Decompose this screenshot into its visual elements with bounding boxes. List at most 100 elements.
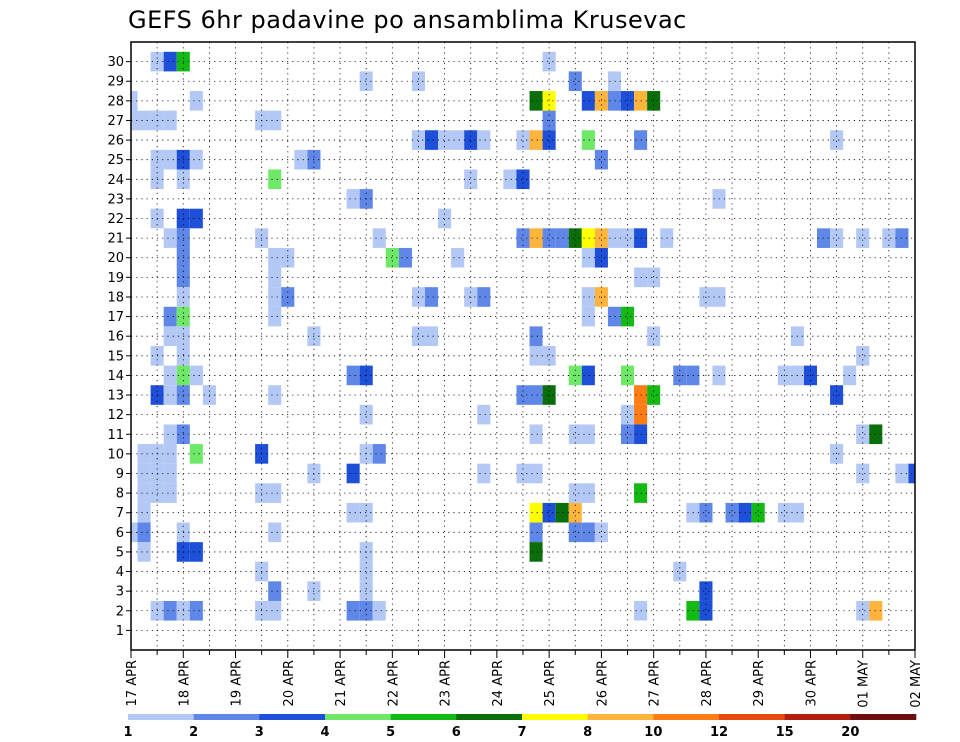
heatmap-cell	[137, 542, 151, 562]
heatmap-cell	[516, 385, 530, 405]
heatmap-cell	[163, 228, 177, 248]
heatmap-cell	[529, 91, 543, 111]
heatmap-cell	[137, 502, 151, 523]
heatmap-cell	[581, 91, 595, 111]
heatmap-cell	[856, 463, 870, 484]
heatmap-cell	[477, 463, 491, 484]
y-tick-label: 2	[116, 604, 124, 619]
heatmap-cell	[581, 522, 595, 543]
colorbar-label: 4	[320, 725, 329, 740]
heatmap-cell	[346, 600, 360, 621]
y-tick-label: 5	[116, 545, 124, 560]
heatmap-cell	[725, 502, 739, 523]
heatmap-cell	[189, 444, 203, 464]
heatmap-cell	[268, 306, 282, 327]
heatmap-cell	[555, 502, 569, 523]
x-tick-label: 28 APR	[700, 660, 715, 706]
y-tick-label: 12	[107, 408, 124, 423]
x-tick-label: 25 APR	[543, 660, 558, 706]
y-tick-label: 24	[107, 173, 124, 188]
heatmap-cell	[869, 600, 883, 621]
x-tick-label: 17 APR	[125, 660, 140, 706]
colorbar-swatch	[719, 714, 785, 720]
colorbar-label: 8	[583, 725, 592, 740]
x-tick-label: 29 APR	[752, 660, 767, 706]
heatmap-cell	[189, 149, 203, 170]
heatmap-cell	[163, 51, 177, 72]
heatmap-cell	[516, 169, 530, 190]
y-tick-label: 27	[107, 114, 124, 129]
y-tick-label: 7	[116, 506, 124, 521]
heatmap-cell	[137, 522, 151, 543]
heatmap-cell	[189, 600, 203, 621]
y-tick-label: 20	[107, 251, 124, 266]
heatmap-cell	[268, 600, 282, 621]
heatmap-cell	[163, 306, 177, 327]
heatmap-cell	[189, 365, 203, 386]
heatmap-cell	[699, 502, 713, 523]
heatmap-cell	[594, 247, 608, 268]
heatmap-cell	[268, 169, 282, 190]
heatmap-cell	[529, 346, 543, 366]
heatmap-cell	[542, 91, 556, 111]
heatmap-cell	[131, 110, 138, 131]
x-tick-label: 23 APR	[439, 660, 454, 706]
heatmap-cell	[895, 463, 909, 484]
heatmap-cell	[581, 365, 595, 386]
heatmap-cell	[346, 502, 360, 523]
grid-layer	[131, 42, 915, 650]
heatmap-cell	[607, 91, 621, 111]
x-tick-label: 20 APR	[282, 660, 297, 706]
heatmap-cell	[438, 130, 452, 150]
y-tick-label: 22	[107, 212, 124, 227]
heatmap-cell	[411, 326, 425, 346]
heatmap-cell	[163, 463, 177, 484]
chart-title: GEFS 6hr padavine po ansamblima Krusevac	[128, 6, 687, 34]
heatmap-cell	[856, 346, 870, 366]
y-tick-label: 26	[107, 134, 124, 149]
heatmap-cell	[411, 71, 425, 92]
heatmap-cell	[529, 130, 543, 150]
heatmap-cell	[529, 463, 543, 484]
heatmap-cell	[451, 247, 465, 268]
heatmap-cell	[359, 581, 373, 601]
x-tick-label: 18 APR	[177, 660, 192, 706]
cells-layer	[131, 51, 915, 621]
colorbar-label: 7	[517, 725, 526, 740]
y-tick-label: 13	[107, 389, 124, 404]
heatmap-cell	[477, 130, 491, 150]
colorbar-swatch	[587, 714, 654, 720]
heatmap-cell	[359, 502, 373, 523]
heatmap-cell	[163, 424, 177, 445]
heatmap-cell	[542, 51, 556, 72]
colorbar: 1 2 3 4 5 6 7 8 10 12 15 20	[123, 714, 917, 740]
heatmap-cell	[581, 287, 595, 307]
heatmap-cell	[516, 463, 530, 484]
y-tick-label: 23	[107, 192, 124, 207]
heatmap-cell	[542, 385, 556, 405]
colorbar-swatch	[522, 714, 588, 720]
colorbar-label: 5	[386, 725, 395, 740]
heatmap-cell	[555, 228, 569, 248]
x-tick-label: 30 APR	[804, 660, 819, 706]
x-tick-label: 01 MAY	[857, 660, 872, 708]
colorbar-swatch	[653, 714, 720, 720]
heatmap-cell	[385, 247, 399, 268]
y-tick-label: 15	[107, 349, 124, 364]
colorbar-label: 20	[841, 725, 859, 740]
colorbar-swatch	[259, 714, 326, 720]
heatmap-cell	[647, 267, 661, 288]
colorbar-label: 12	[710, 725, 728, 740]
heatmap-cell	[163, 385, 177, 405]
heatmap-cell	[137, 483, 151, 503]
x-tick-label: 21 APR	[334, 660, 349, 706]
heatmap-cell	[830, 385, 844, 405]
heatmap-cell	[568, 424, 582, 445]
heatmap-cell	[372, 444, 386, 464]
y-tick-label: 9	[116, 467, 124, 482]
colorbar-label: 3	[255, 725, 264, 740]
heatmap-cell	[359, 600, 373, 621]
heatmap-cell	[581, 228, 595, 248]
heatmap-cell	[542, 130, 556, 150]
